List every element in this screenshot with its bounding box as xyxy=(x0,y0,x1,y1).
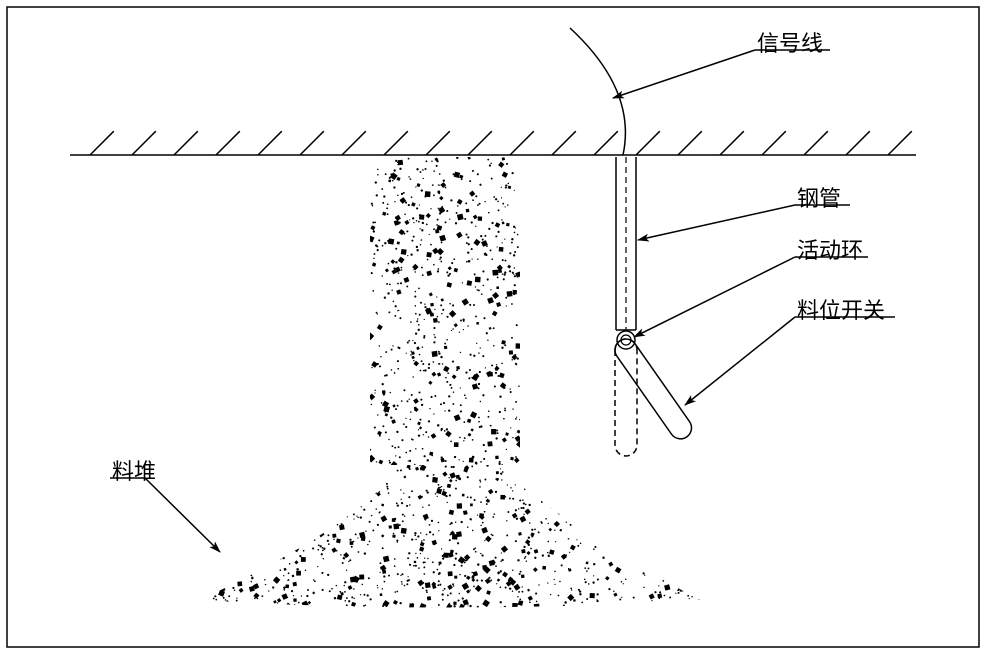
material-speckle xyxy=(199,156,702,624)
level-switch xyxy=(615,339,691,456)
ceiling-line xyxy=(70,131,916,155)
movable-ring xyxy=(617,331,635,349)
label-signal-wire: 信号线 xyxy=(757,26,823,58)
label-ring: 活动环 xyxy=(797,233,863,265)
steel-pipe xyxy=(616,157,636,330)
signal-wire xyxy=(570,28,625,155)
leader-lines xyxy=(110,50,895,552)
label-level-switch: 料位开关 xyxy=(797,293,885,325)
diagram-canvas: 信号线 钢管 活动环 料位开关 料堆 xyxy=(0,0,986,654)
label-steel-pipe: 钢管 xyxy=(797,181,841,213)
label-pile: 料堆 xyxy=(112,454,156,486)
outer-frame xyxy=(7,7,979,647)
diagram-svg xyxy=(0,0,986,654)
